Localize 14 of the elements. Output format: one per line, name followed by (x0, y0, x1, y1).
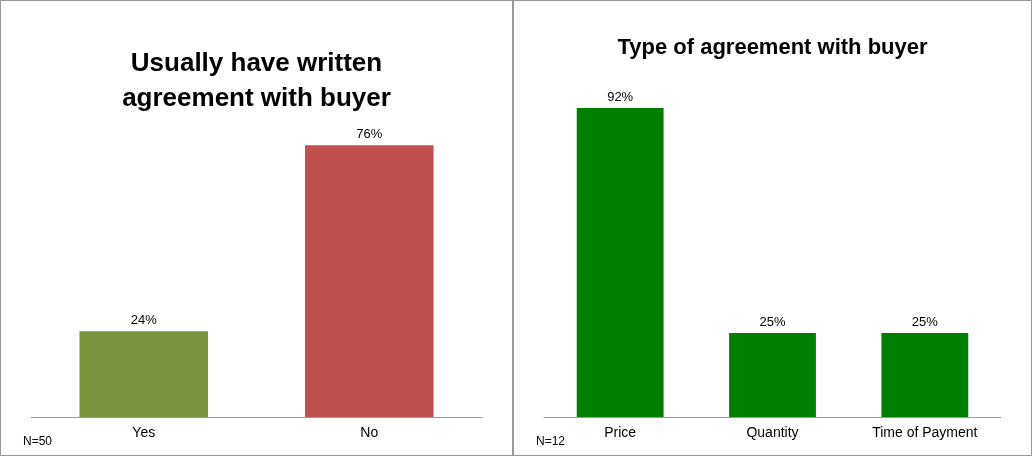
data-label: 92% (607, 88, 634, 104)
data-label: 24% (130, 312, 158, 328)
x-tick-label: Quantity (746, 424, 799, 440)
data-label: 25% (759, 314, 786, 329)
chart-title: Usually have written agreement with buyer (122, 46, 391, 112)
data-label: 25% (911, 314, 939, 329)
text: N=12 (536, 434, 566, 448)
x-tick-label: No (360, 424, 379, 440)
text: N=50 (23, 434, 53, 448)
x-tick-label: Time of Payment (872, 424, 978, 440)
chart-title: Type of agreement with buyer (617, 34, 928, 60)
data-label: 76% (356, 126, 383, 142)
x-tick-label: Price (604, 424, 637, 440)
x-tick-label: Yes (132, 424, 156, 440)
